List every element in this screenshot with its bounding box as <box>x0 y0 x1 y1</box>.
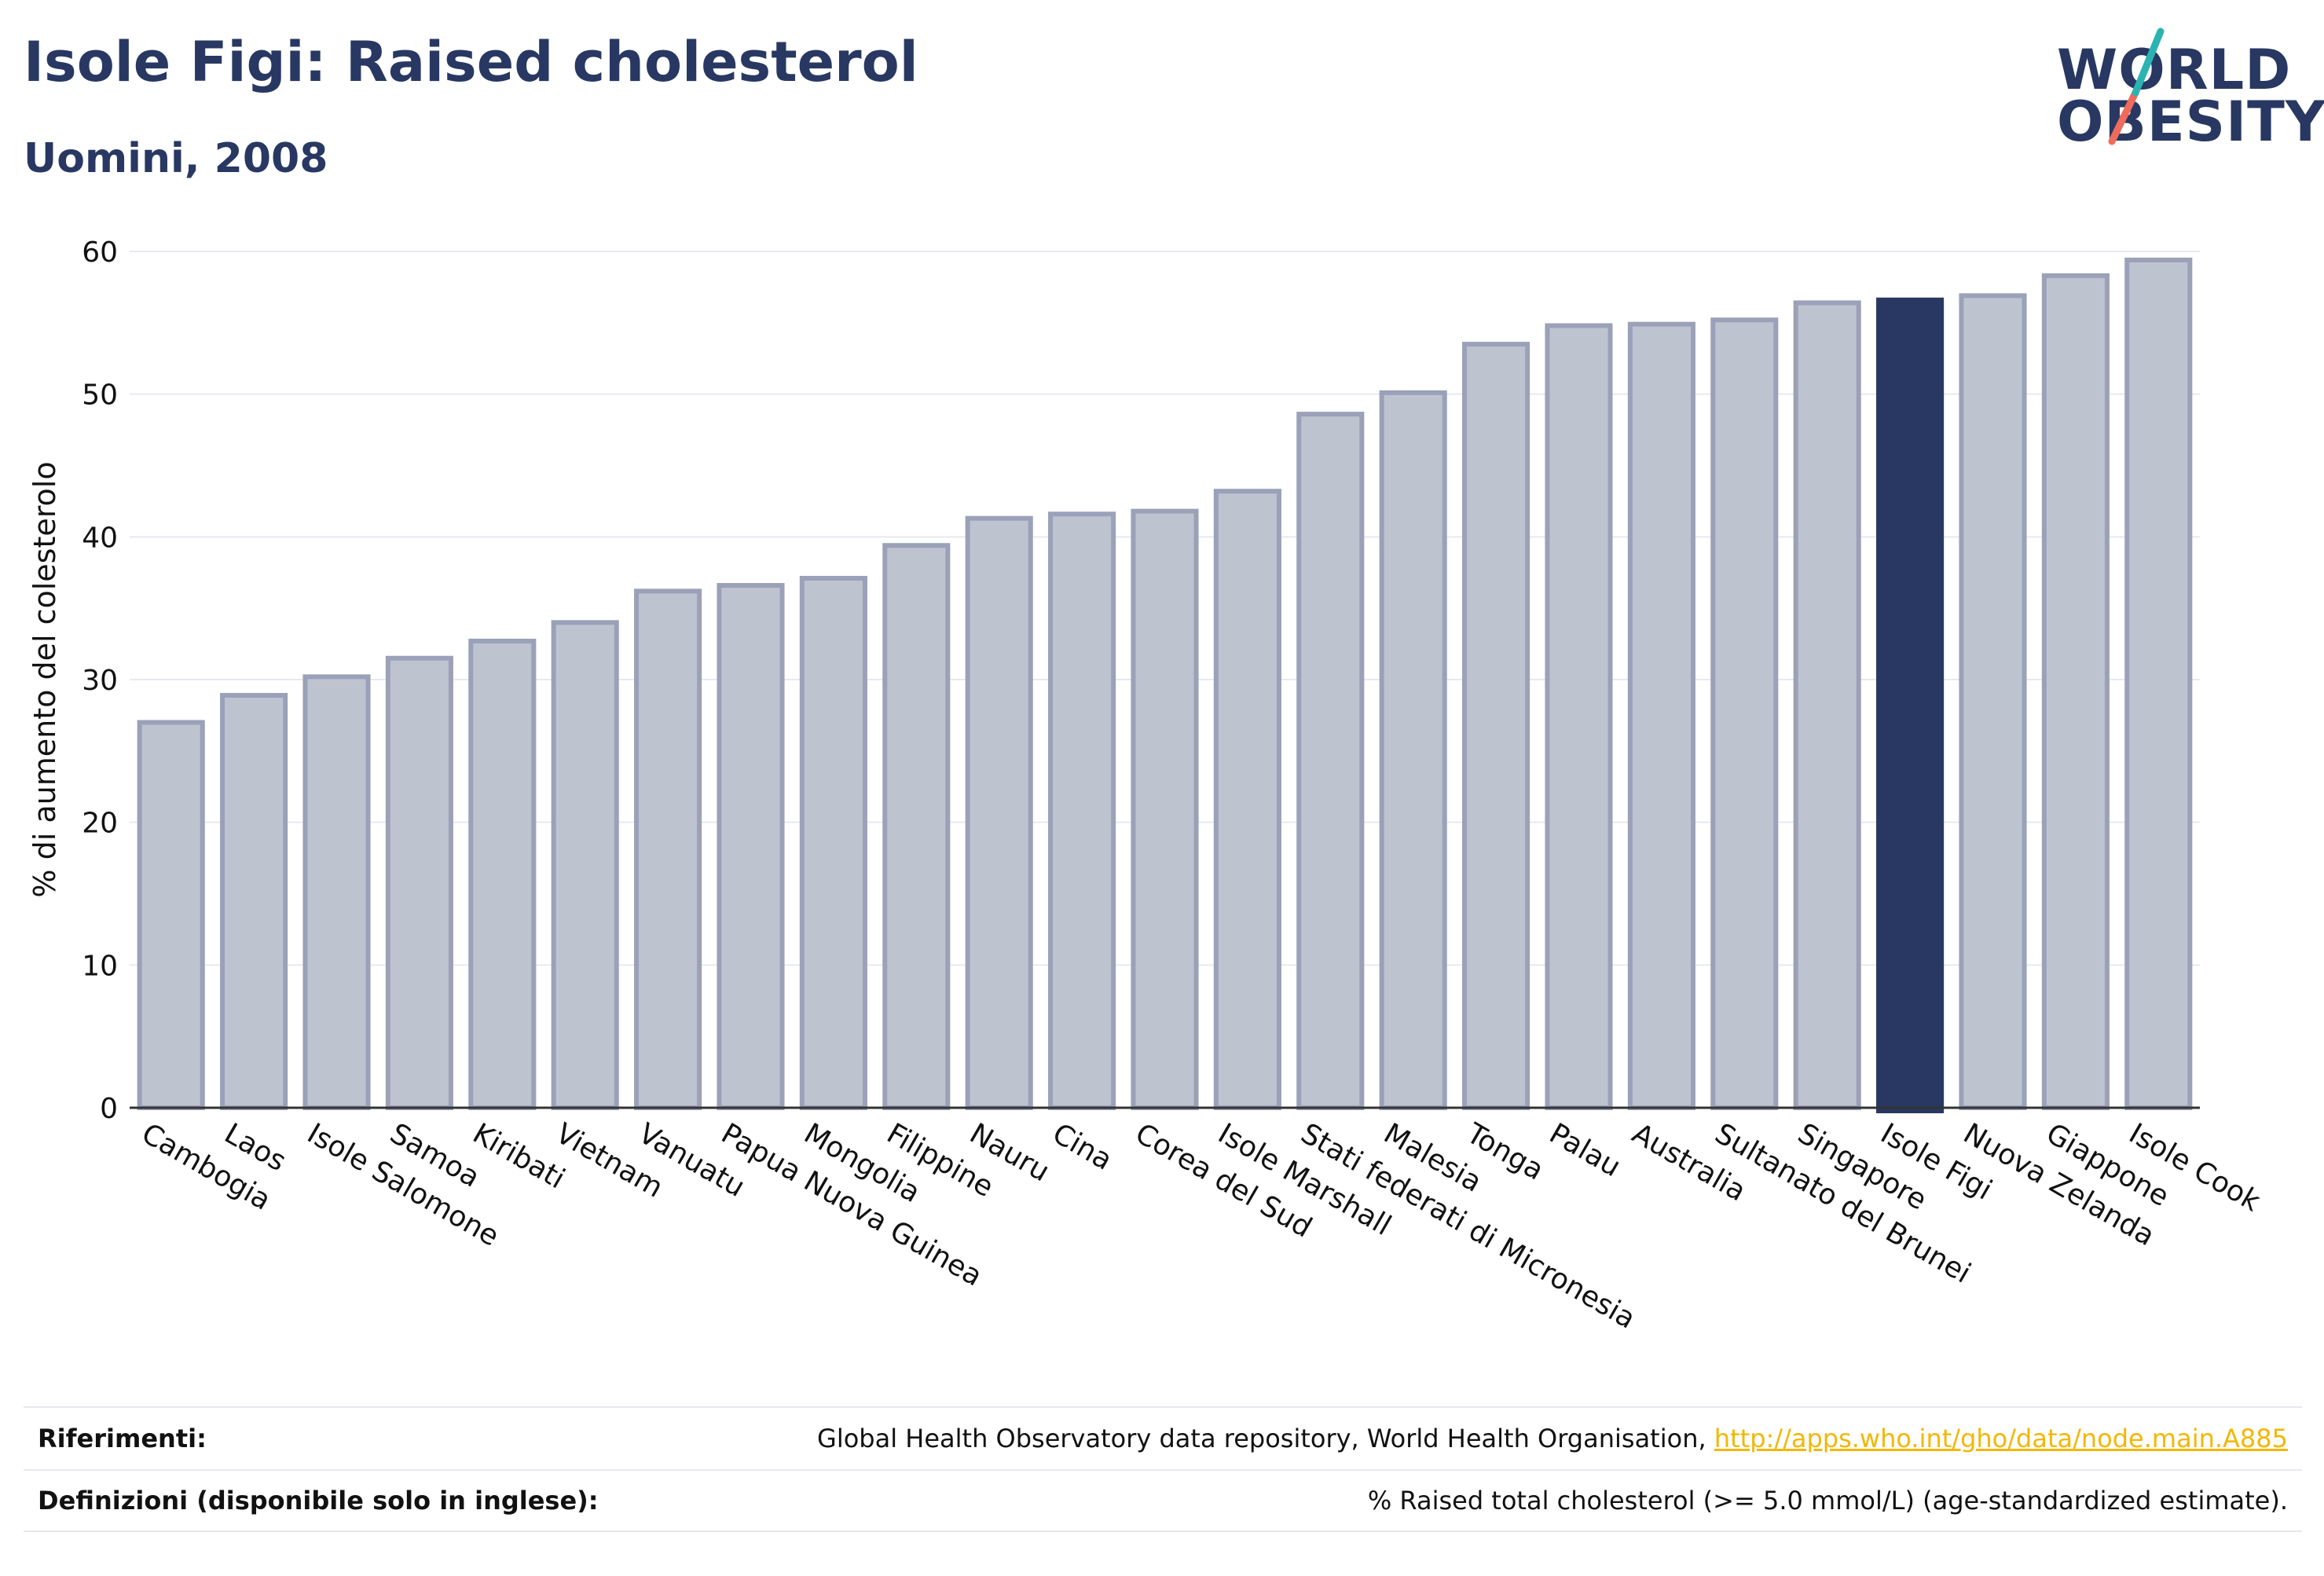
definitions-label: Definizioni (disponibile solo in inglese… <box>38 1486 599 1516</box>
logo-line-1: WORLD <box>2057 38 2292 102</box>
bar <box>1296 412 1365 1111</box>
bar <box>2124 257 2193 1110</box>
bar <box>634 588 702 1111</box>
references-label: Riferimenti: <box>38 1424 207 1453</box>
y-tick-label: 0 <box>100 1093 118 1125</box>
x-tick-label: Kiribati <box>467 1117 570 1195</box>
bar <box>1627 321 1695 1110</box>
references-text: Global Health Observatory data repositor… <box>817 1424 1714 1453</box>
bar <box>799 576 867 1110</box>
bar <box>468 638 537 1110</box>
references-row: Riferimenti: Global Health Observatory d… <box>24 1406 2302 1469</box>
y-axis-label: % di aumento del colesterolo <box>27 461 62 897</box>
page-subtitle: Uomini, 2008 <box>24 135 328 182</box>
y-tick-label: 20 <box>82 808 118 840</box>
bar <box>1710 317 1779 1110</box>
bar <box>1545 323 1613 1110</box>
references-link[interactable]: http://apps.who.int/gho/data/node.main.A… <box>1714 1424 2288 1453</box>
world-obesity-logo: WORLD OBESITY <box>2043 24 2324 165</box>
x-tick-label: Palau <box>1544 1117 1626 1183</box>
references-value: Global Health Observatory data repositor… <box>817 1424 2288 1453</box>
bar <box>302 674 371 1110</box>
bar <box>220 692 288 1110</box>
logo-line-2: OBESITY <box>2057 90 2324 154</box>
bar-highlighted <box>1876 297 1945 1113</box>
y-tick-label: 30 <box>82 665 118 697</box>
definitions-text: % Raised total cholesterol (>= 5.0 mmol/… <box>1367 1486 2288 1516</box>
bar <box>717 583 785 1111</box>
bar <box>1959 293 2027 1111</box>
bar <box>1379 390 1447 1111</box>
logo-slash-icon <box>2108 27 2165 145</box>
y-axis-ticks: 0 10 20 30 40 50 60 <box>82 236 118 1125</box>
references-table: Riferimenti: Global Health Observatory d… <box>24 1406 2302 1532</box>
bar <box>2041 273 2110 1111</box>
y-tick-label: 10 <box>82 950 118 982</box>
bar <box>551 620 619 1110</box>
definitions-row: Definizioni (disponibile solo in inglese… <box>24 1469 2302 1532</box>
y-tick-label: 60 <box>82 236 118 269</box>
bar <box>882 543 951 1110</box>
y-tick-label: 50 <box>82 379 118 412</box>
bar <box>1793 300 1861 1110</box>
bar <box>137 720 205 1110</box>
bar <box>1048 511 1116 1110</box>
bars <box>137 257 2193 1113</box>
page-title: Isole Figi: Raised cholesterol <box>24 30 918 94</box>
bar <box>1462 342 1530 1111</box>
bar <box>385 655 453 1110</box>
bar <box>1131 508 1199 1110</box>
bar <box>965 515 1033 1110</box>
bar <box>1213 489 1281 1110</box>
x-tick-label: Cina <box>1047 1117 1118 1177</box>
y-tick-label: 40 <box>82 522 118 554</box>
